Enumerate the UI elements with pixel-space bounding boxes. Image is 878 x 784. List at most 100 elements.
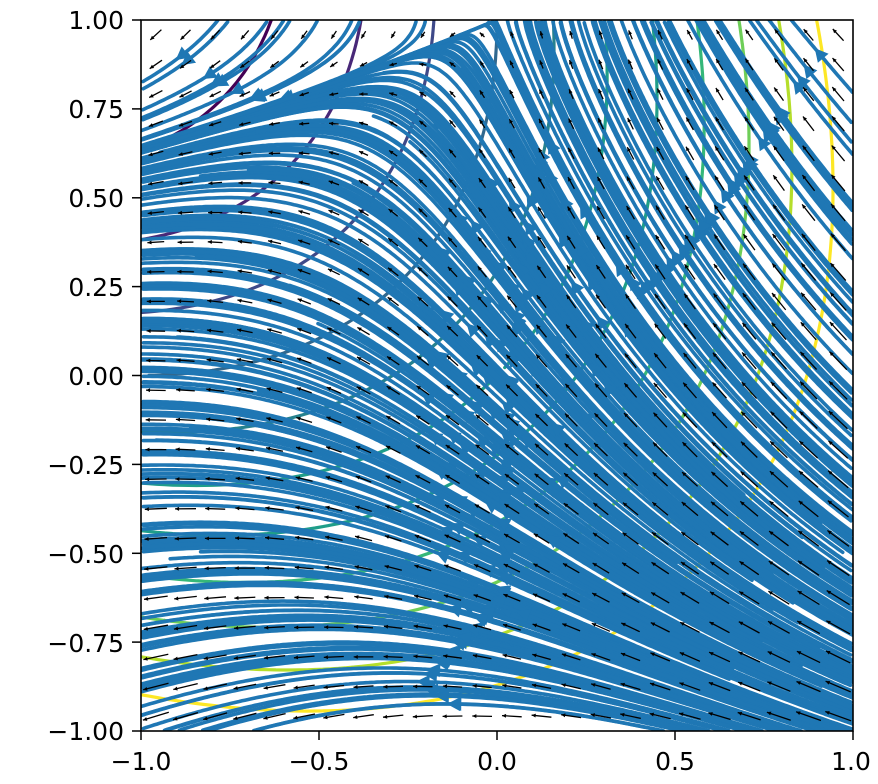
x-tick: 0.0 — [477, 731, 517, 776]
quiver-arrow — [622, 502, 639, 516]
quiver-arrow — [685, 117, 694, 131]
quiver-arrow — [741, 322, 757, 340]
quiver-arrow — [715, 58, 724, 71]
quiver-arrow — [537, 235, 546, 249]
quiver-arrow — [798, 440, 819, 459]
quiver-arrow — [656, 146, 665, 161]
quiver-arrow — [146, 358, 166, 363]
quiver-arrow — [476, 295, 488, 308]
quiver-arrow — [294, 625, 315, 630]
streamline-arrowhead — [484, 333, 499, 349]
quiver-arrow — [476, 325, 488, 338]
quiver-arrow — [508, 118, 515, 129]
quiver-arrow — [419, 91, 427, 97]
x-axis: −1.0 −0.5 0.0 0.5 1.0 — [111, 731, 871, 776]
streamline-arrowhead — [524, 220, 538, 236]
quiver-arrow — [681, 501, 699, 517]
quiver-arrow — [329, 92, 339, 97]
quiver-arrow — [442, 684, 463, 689]
quiver-arrow — [264, 595, 285, 600]
quiver-arrow — [712, 352, 727, 370]
quiver-arrow — [503, 593, 521, 602]
quiver-arrow — [685, 146, 695, 161]
quiver-arrow — [172, 711, 199, 721]
quiver-arrow — [388, 120, 398, 127]
streamline-arrowhead — [734, 173, 748, 189]
quiver-arrow — [679, 651, 701, 662]
quiver-arrow — [385, 505, 402, 513]
streamline-arrowhead — [498, 573, 513, 586]
quiver-arrow — [203, 625, 227, 631]
streamline-arrowhead — [525, 251, 539, 267]
quiver-arrow — [294, 565, 314, 570]
streamline-arrowhead — [435, 689, 450, 704]
x-tick-label: −1.0 — [111, 747, 172, 776]
quiver-arrow — [235, 506, 255, 511]
quiver-arrow — [209, 60, 221, 69]
quiver-arrow — [474, 473, 490, 485]
quiver-arrow — [355, 445, 372, 454]
quiver-arrow — [263, 684, 286, 690]
quiver-arrow — [505, 354, 518, 367]
quiver-arrow — [773, 145, 785, 162]
quiver-arrow — [596, 176, 605, 190]
y-tick-label: 0.00 — [68, 362, 124, 391]
quiver-arrow — [329, 61, 338, 68]
quiver-arrow — [742, 263, 756, 281]
quiver-arrow — [266, 357, 283, 364]
quiver-arrow — [270, 30, 279, 40]
quiver-arrow — [418, 120, 427, 128]
quiver-arrow — [355, 475, 372, 483]
quiver-arrow — [449, 119, 456, 128]
quiver-arrow — [206, 358, 224, 363]
quiver-arrow — [145, 388, 166, 393]
streamline-arrowhead — [557, 566, 573, 580]
quiver-arrow — [295, 446, 313, 453]
quiver-arrow — [479, 60, 485, 68]
quiver-arrow — [442, 714, 463, 719]
quiver-arrow — [567, 147, 575, 160]
quiver-arrow — [825, 680, 851, 693]
streamline-arrowhead — [683, 237, 697, 253]
quiver-arrow — [445, 414, 460, 426]
quiver-arrow — [239, 121, 251, 127]
quiver-layer — [142, 28, 852, 722]
quiver-arrow — [598, 59, 604, 70]
streamline-arrowhead — [426, 663, 441, 678]
quiver-arrow — [446, 325, 459, 337]
quiver-arrow — [744, 87, 754, 101]
quiver-arrow — [173, 653, 198, 661]
quiver-arrow — [176, 387, 195, 392]
streamline-arrowhead — [446, 697, 461, 712]
quiver-arrow — [143, 682, 169, 691]
quiver-arrow — [627, 59, 634, 70]
y-tick-label: 0.25 — [68, 273, 124, 302]
quiver-arrow — [802, 145, 815, 162]
quiver-arrow — [738, 621, 760, 634]
quiver-arrow — [651, 561, 670, 575]
quiver-arrow — [146, 329, 166, 333]
quiver-arrow — [382, 714, 404, 719]
quiver-arrow — [147, 180, 164, 186]
quiver-arrow — [538, 89, 545, 99]
quiver-arrow — [681, 471, 699, 487]
quiver-arrow — [475, 384, 489, 397]
quiver-arrow — [802, 86, 815, 102]
quiver-arrow — [828, 440, 849, 459]
quiver-arrow — [418, 149, 427, 158]
y-tick: 1.00 — [68, 6, 141, 35]
quiver-arrow — [298, 180, 310, 185]
quiver-arrow — [773, 58, 784, 71]
quiver-arrow — [207, 240, 223, 244]
quiver-arrow — [383, 624, 403, 630]
streamline-arrowhead — [495, 585, 511, 599]
quiver-arrow — [444, 534, 461, 543]
streamline-arrowhead — [560, 196, 574, 211]
quiver-arrow — [533, 533, 550, 544]
quiver-arrow — [267, 328, 282, 334]
quiver-arrow — [627, 88, 634, 100]
quiver-arrow — [293, 684, 315, 690]
quiver-arrow — [264, 565, 285, 570]
y-tick-label: −0.50 — [47, 540, 124, 569]
streamline-arrowhead — [210, 72, 226, 86]
